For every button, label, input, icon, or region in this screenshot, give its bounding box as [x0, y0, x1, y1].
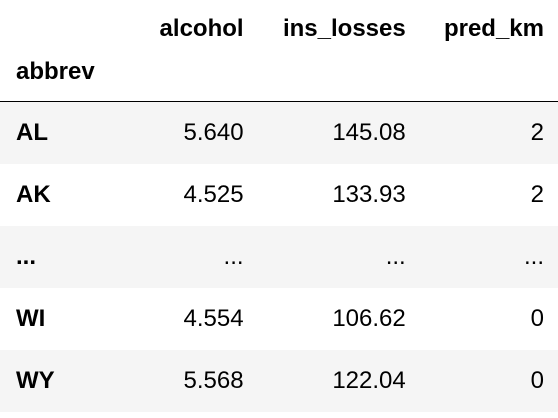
table-row: WI 4.554 106.62 0: [0, 288, 558, 350]
index-name-empty-cell: [138, 58, 260, 102]
cell-ins-losses: 145.08: [259, 101, 422, 164]
cell-alcohol: 5.568: [183, 366, 244, 394]
index-name-row: abbrev: [0, 58, 558, 102]
column-header-row: alcohol ins_losses pred_km: [0, 0, 558, 58]
cell-alcohol: 4.554: [183, 304, 244, 332]
column-header-ins-losses: ins_losses: [282, 15, 406, 42]
table-body: AL 5.640 145.08 2 AK 4.525 133.93 2 ... …: [0, 101, 558, 412]
row-index-label: WY: [16, 366, 55, 394]
row-index-label: AK: [16, 180, 51, 208]
cell-alcohol: 4.525: [183, 180, 244, 208]
table-row-ellipsis: ... ... ... ...: [0, 225, 558, 288]
index-name-empty-cell: [422, 58, 558, 102]
cell-pred-km: 0: [530, 304, 544, 332]
cell-alcohol: ...: [223, 242, 244, 270]
table-row: WY 5.568 122.04 0: [0, 349, 558, 412]
cell-pred-km: ...: [523, 242, 544, 270]
table-row: AK 4.525 133.93 2: [0, 164, 558, 226]
cell-pred-km: 0: [530, 366, 544, 394]
row-index-label: WI: [16, 304, 46, 332]
table-row: AL 5.640 145.08 2: [0, 101, 558, 164]
cell-pred-km: 2: [530, 180, 544, 208]
row-index-label: AL: [0, 101, 138, 164]
cell-ins-losses: 133.93: [332, 180, 406, 208]
column-header-alcohol: alcohol: [159, 15, 244, 42]
cell-alcohol: 5.640: [138, 101, 260, 164]
cell-pred-km: 2: [421, 101, 558, 164]
cell-ins-losses: 106.62: [332, 304, 406, 332]
index-name-label: abbrev: [16, 58, 95, 85]
column-header-pred-km: pred_km: [443, 15, 544, 42]
table-header: alcohol ins_losses pred_km abbrev: [0, 0, 558, 102]
row-index-label: ...: [16, 242, 37, 270]
index-name-empty-cell: [260, 58, 422, 102]
cell-ins-losses: ...: [385, 242, 406, 270]
cell-ins-losses: 122.04: [332, 366, 406, 394]
header-corner-cell: [0, 0, 138, 58]
